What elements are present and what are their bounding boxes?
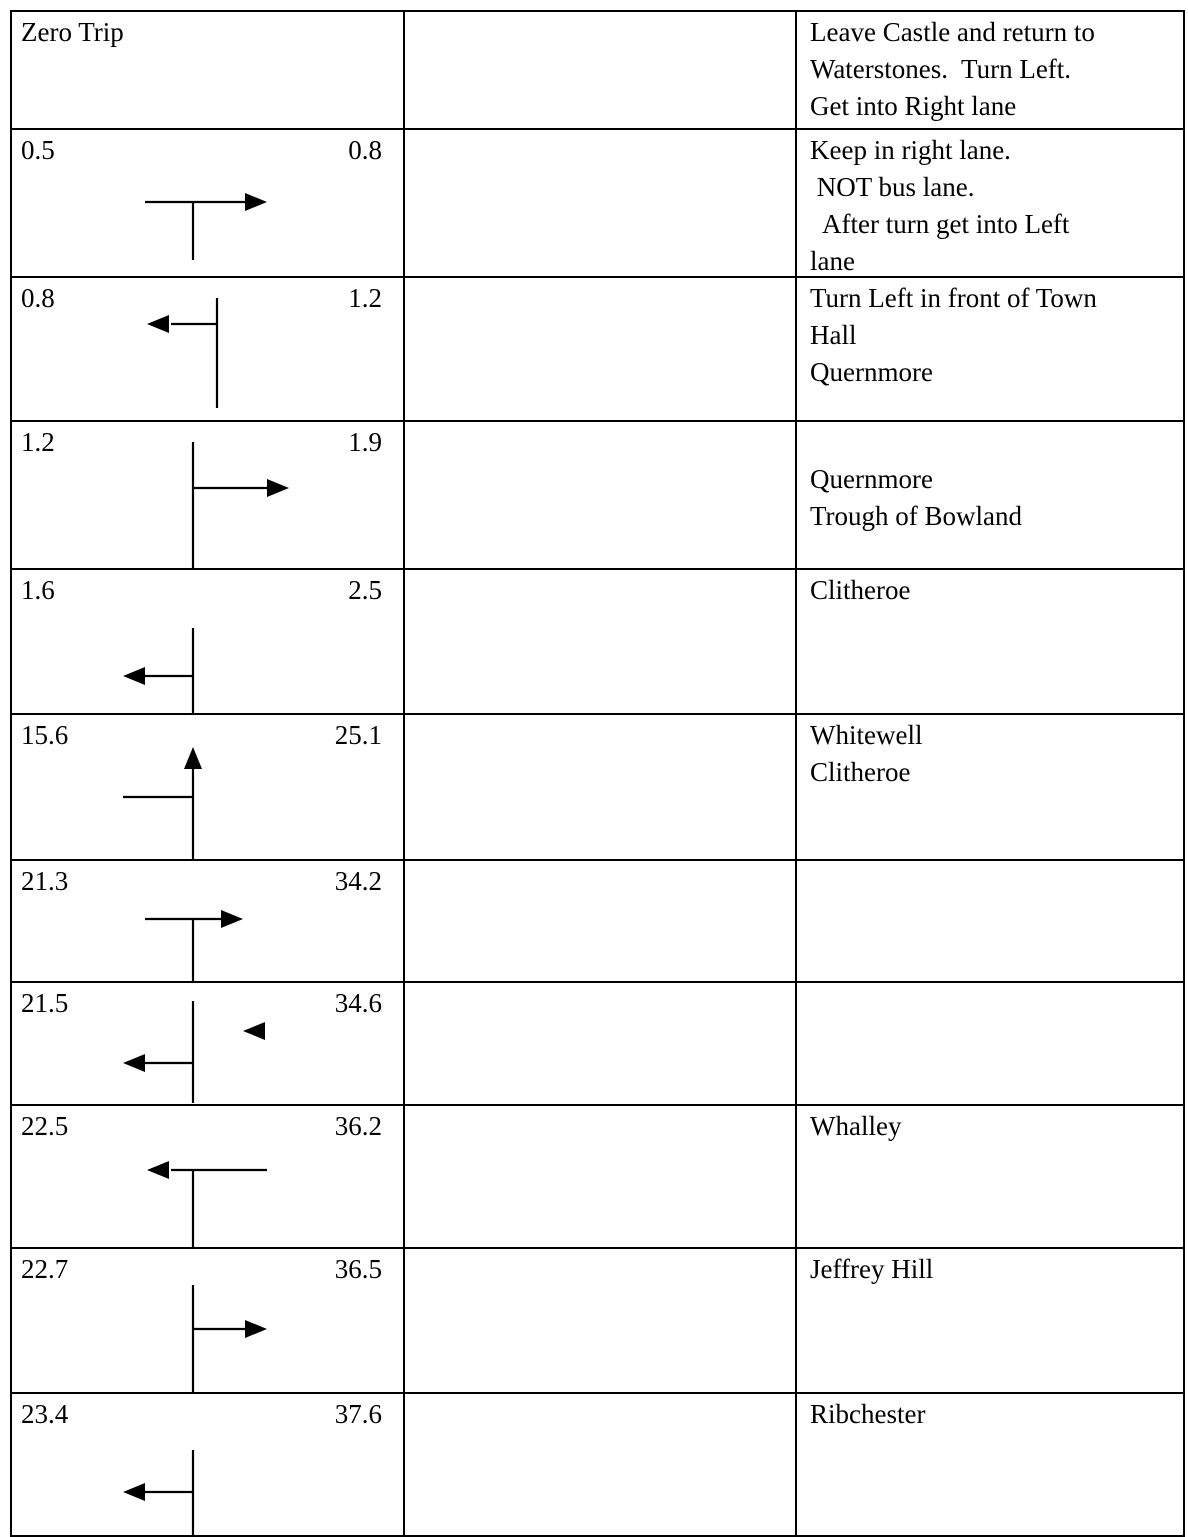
arrowhead-right — [245, 193, 267, 211]
direction-diagram — [11, 420, 403, 568]
row-divider — [10, 10, 1185, 12]
arrowhead-left — [147, 1161, 169, 1179]
direction-diagram — [11, 1247, 403, 1392]
arrowhead-left — [123, 1054, 145, 1072]
arrowhead-right — [245, 1320, 267, 1338]
instruction-line: Waterstones. Turn Left. — [810, 51, 1071, 88]
instruction-line: Whitewell — [810, 717, 922, 754]
instruction-line: Hall — [810, 317, 857, 354]
direction-diagram — [11, 568, 403, 713]
instruction-line: Ribchester — [810, 1396, 925, 1433]
distance-miles: Zero Trip — [21, 14, 124, 51]
direction-diagram — [11, 1392, 403, 1535]
instruction-line: Clitheroe — [810, 754, 910, 791]
direction-diagram — [11, 128, 403, 276]
instruction-line: lane — [810, 243, 855, 280]
instruction-line: Clitheroe — [810, 572, 910, 609]
instruction-line: Get into Right lane — [810, 88, 1016, 125]
instruction-line: Trough of Bowland — [810, 498, 1022, 535]
instruction-line: Jeffrey Hill — [810, 1251, 933, 1288]
direction-diagram — [11, 859, 403, 981]
direction-diagram — [11, 713, 403, 859]
direction-diagram — [11, 981, 403, 1104]
instruction-line: Whalley — [810, 1108, 901, 1145]
arrowhead-left — [123, 667, 145, 685]
direction-diagram — [11, 1104, 403, 1247]
arrowhead-left — [147, 315, 169, 333]
arrowhead-marker-left — [243, 1022, 265, 1040]
instruction-line: Leave Castle and return to — [810, 14, 1095, 51]
instruction-line: Quernmore — [810, 461, 933, 498]
column-divider — [1183, 10, 1185, 1535]
arrowhead-up — [184, 747, 202, 769]
instruction-line: Quernmore — [810, 354, 933, 391]
instruction-line: Turn Left in front of Town — [810, 280, 1097, 317]
direction-diagram — [11, 276, 403, 420]
arrowhead-right — [267, 479, 289, 497]
column-divider — [795, 10, 797, 1535]
column-divider — [403, 10, 405, 1535]
instruction-line: After turn get into Left — [810, 206, 1069, 243]
arrowhead-right — [221, 910, 243, 928]
instruction-line: Keep in right lane. — [810, 132, 1011, 169]
arrowhead-left — [123, 1483, 145, 1501]
instruction-line: NOT bus lane. — [810, 169, 974, 206]
